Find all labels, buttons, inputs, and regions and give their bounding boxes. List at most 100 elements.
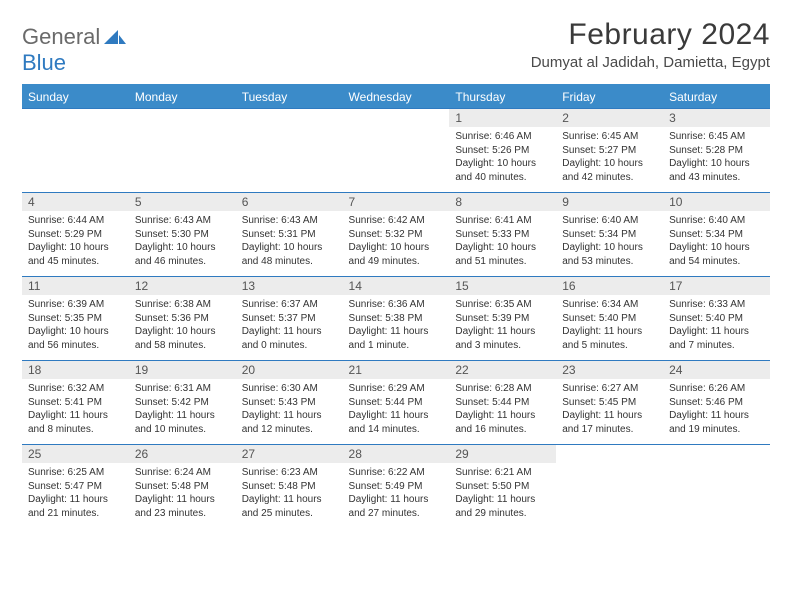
sunset-text: Sunset: 5:31 PM xyxy=(242,228,337,242)
dl2-text: and 0 minutes. xyxy=(242,339,337,353)
day-detail-cell xyxy=(129,127,236,193)
sunset-text: Sunset: 5:30 PM xyxy=(135,228,230,242)
dl1-text: Daylight: 10 hours xyxy=(349,241,444,255)
sunrise-text: Sunrise: 6:36 AM xyxy=(349,298,444,312)
logo: General Blue xyxy=(22,18,126,76)
day-header: Monday xyxy=(129,85,236,109)
day-number-cell: 19 xyxy=(129,361,236,380)
dl1-text: Daylight: 11 hours xyxy=(28,409,123,423)
detail-row: Sunrise: 6:46 AMSunset: 5:26 PMDaylight:… xyxy=(22,127,770,193)
daynum-row: 123 xyxy=(22,109,770,128)
day-number-cell: 1 xyxy=(449,109,556,128)
sunset-text: Sunset: 5:35 PM xyxy=(28,312,123,326)
day-number-cell: 4 xyxy=(22,193,129,212)
dl2-text: and 3 minutes. xyxy=(455,339,550,353)
dl2-text: and 19 minutes. xyxy=(669,423,764,437)
dl1-text: Daylight: 11 hours xyxy=(455,325,550,339)
day-detail-cell: Sunrise: 6:22 AMSunset: 5:49 PMDaylight:… xyxy=(343,463,450,528)
day-detail-cell: Sunrise: 6:46 AMSunset: 5:26 PMDaylight:… xyxy=(449,127,556,193)
title-block: February 2024 Dumyat al Jadidah, Damiett… xyxy=(531,18,770,71)
day-number-cell: 26 xyxy=(129,445,236,464)
day-number-cell: 17 xyxy=(663,277,770,296)
dl1-text: Daylight: 11 hours xyxy=(349,409,444,423)
dl2-text: and 25 minutes. xyxy=(242,507,337,521)
day-number-cell: 14 xyxy=(343,277,450,296)
sunrise-text: Sunrise: 6:31 AM xyxy=(135,382,230,396)
day-detail-cell: Sunrise: 6:45 AMSunset: 5:28 PMDaylight:… xyxy=(663,127,770,193)
day-number-cell xyxy=(343,109,450,128)
sunrise-text: Sunrise: 6:43 AM xyxy=(242,214,337,228)
dl2-text: and 7 minutes. xyxy=(669,339,764,353)
dl2-text: and 29 minutes. xyxy=(455,507,550,521)
dl1-text: Daylight: 11 hours xyxy=(349,325,444,339)
location: Dumyat al Jadidah, Damietta, Egypt xyxy=(531,54,770,71)
dl2-text: and 58 minutes. xyxy=(135,339,230,353)
dl2-text: and 56 minutes. xyxy=(28,339,123,353)
day-detail-cell xyxy=(22,127,129,193)
header: General Blue February 2024 Dumyat al Jad… xyxy=(22,18,770,76)
sunset-text: Sunset: 5:29 PM xyxy=(28,228,123,242)
day-detail-cell xyxy=(236,127,343,193)
day-detail-cell: Sunrise: 6:43 AMSunset: 5:31 PMDaylight:… xyxy=(236,211,343,277)
sunset-text: Sunset: 5:48 PM xyxy=(242,480,337,494)
sunrise-text: Sunrise: 6:41 AM xyxy=(455,214,550,228)
day-detail-cell: Sunrise: 6:44 AMSunset: 5:29 PMDaylight:… xyxy=(22,211,129,277)
dl2-text: and 54 minutes. xyxy=(669,255,764,269)
calendar-page: General Blue February 2024 Dumyat al Jad… xyxy=(0,0,792,540)
dl2-text: and 16 minutes. xyxy=(455,423,550,437)
day-number-cell: 8 xyxy=(449,193,556,212)
day-detail-cell: Sunrise: 6:25 AMSunset: 5:47 PMDaylight:… xyxy=(22,463,129,528)
day-number-cell: 2 xyxy=(556,109,663,128)
sunset-text: Sunset: 5:40 PM xyxy=(669,312,764,326)
detail-row: Sunrise: 6:44 AMSunset: 5:29 PMDaylight:… xyxy=(22,211,770,277)
sunrise-text: Sunrise: 6:25 AM xyxy=(28,466,123,480)
dl1-text: Daylight: 11 hours xyxy=(135,409,230,423)
dl2-text: and 21 minutes. xyxy=(28,507,123,521)
dl2-text: and 10 minutes. xyxy=(135,423,230,437)
sunset-text: Sunset: 5:44 PM xyxy=(349,396,444,410)
day-detail-cell: Sunrise: 6:23 AMSunset: 5:48 PMDaylight:… xyxy=(236,463,343,528)
sunrise-text: Sunrise: 6:32 AM xyxy=(28,382,123,396)
day-detail-cell xyxy=(663,463,770,528)
dl1-text: Daylight: 10 hours xyxy=(28,325,123,339)
dl2-text: and 40 minutes. xyxy=(455,171,550,185)
day-detail-cell: Sunrise: 6:28 AMSunset: 5:44 PMDaylight:… xyxy=(449,379,556,445)
day-number-cell: 18 xyxy=(22,361,129,380)
dl1-text: Daylight: 11 hours xyxy=(562,325,657,339)
dl1-text: Daylight: 10 hours xyxy=(28,241,123,255)
dl1-text: Daylight: 11 hours xyxy=(242,409,337,423)
day-detail-cell: Sunrise: 6:35 AMSunset: 5:39 PMDaylight:… xyxy=(449,295,556,361)
sunset-text: Sunset: 5:27 PM xyxy=(562,144,657,158)
sunset-text: Sunset: 5:34 PM xyxy=(669,228,764,242)
dl1-text: Daylight: 10 hours xyxy=(562,241,657,255)
sunrise-text: Sunrise: 6:42 AM xyxy=(349,214,444,228)
dl1-text: Daylight: 11 hours xyxy=(242,493,337,507)
sunrise-text: Sunrise: 6:23 AM xyxy=(242,466,337,480)
day-number-cell: 13 xyxy=(236,277,343,296)
dl2-text: and 49 minutes. xyxy=(349,255,444,269)
dl2-text: and 8 minutes. xyxy=(28,423,123,437)
day-number-cell: 27 xyxy=(236,445,343,464)
calendar-body: 123Sunrise: 6:46 AMSunset: 5:26 PMDaylig… xyxy=(22,109,770,529)
sunrise-text: Sunrise: 6:27 AM xyxy=(562,382,657,396)
sunset-text: Sunset: 5:28 PM xyxy=(669,144,764,158)
logo-sail-icon xyxy=(104,28,126,49)
sunrise-text: Sunrise: 6:40 AM xyxy=(669,214,764,228)
detail-row: Sunrise: 6:25 AMSunset: 5:47 PM Daylight:… xyxy=(22,463,770,528)
day-number-cell: 6 xyxy=(236,193,343,212)
sunset-text: Sunset: 5:49 PM xyxy=(349,480,444,494)
day-number-cell: 29 xyxy=(449,445,556,464)
dl1-text: Daylight: 10 hours xyxy=(455,241,550,255)
day-detail-cell: Sunrise: 6:34 AMSunset: 5:40 PMDaylight:… xyxy=(556,295,663,361)
sunset-text: Sunset: 5:40 PM xyxy=(562,312,657,326)
sunrise-text: Sunrise: 6:28 AM xyxy=(455,382,550,396)
logo-word2: Blue xyxy=(22,50,66,75)
day-number-cell xyxy=(22,109,129,128)
dl1-text: Daylight: 11 hours xyxy=(562,409,657,423)
day-number-cell xyxy=(663,445,770,464)
sunrise-text: Sunrise: 6:39 AM xyxy=(28,298,123,312)
sunset-text: Sunset: 5:37 PM xyxy=(242,312,337,326)
sunset-text: Sunset: 5:47 PM xyxy=(28,480,123,494)
sunrise-text: Sunrise: 6:46 AM xyxy=(455,130,550,144)
day-detail-cell: Sunrise: 6:33 AMSunset: 5:40 PMDaylight:… xyxy=(663,295,770,361)
